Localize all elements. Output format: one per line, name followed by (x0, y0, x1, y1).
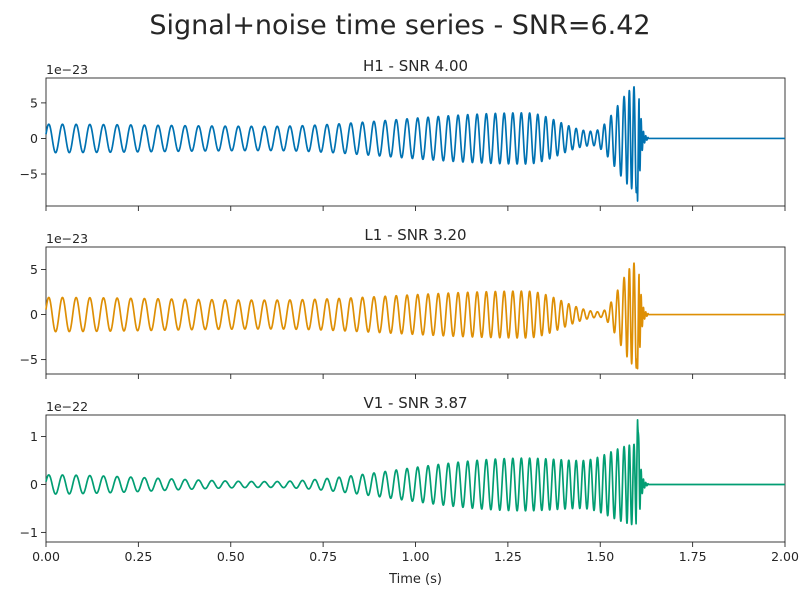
panel-1-title: H1 - SNR 4.00 (363, 57, 468, 75)
panel-3-xtick-label: 1.25 (494, 549, 522, 564)
panel-3-xtick-label: 0.25 (124, 549, 152, 564)
panel-3-xtick-label: 1.00 (402, 549, 430, 564)
panel-3-series-line (45, 418, 786, 526)
panel-1-ytick-label: 5 (30, 95, 38, 110)
panel-3-xtick-label: 0.75 (309, 549, 337, 564)
panel-2-ytick-label: 5 (30, 262, 38, 277)
panel-3-xtick-label: 1.75 (679, 549, 707, 564)
panel-1-ytick-label: 0 (30, 131, 38, 146)
panel-1-offset-label: 1e−23 (46, 62, 88, 77)
panel-2-title: L1 - SNR 3.20 (364, 226, 466, 244)
panel-3-ytick-label: −1 (20, 525, 38, 540)
panel-3-ytick-label: 0 (30, 477, 38, 492)
panel-3-xtick-label: 0.50 (217, 549, 245, 564)
panel-3-offset-label: 1e−22 (46, 399, 88, 414)
panel-2-ytick-label: 0 (30, 307, 38, 322)
figure-title: Signal+noise time series - SNR=6.42 (149, 10, 650, 41)
panel-3-xtick-label: 2.00 (771, 549, 799, 564)
panel-2-ytick-label: −5 (20, 352, 38, 367)
panel-1-ytick-label: −5 (20, 167, 38, 182)
panel-3-xtick-label: 0.00 (32, 549, 60, 564)
panel-2-series-line (45, 262, 786, 370)
panel-1-series-line (45, 86, 786, 202)
x-axis-label: Time (s) (388, 572, 442, 587)
panel-3-ytick-label: 1 (30, 429, 38, 444)
panel-3-xtick-label: 1.50 (586, 549, 614, 564)
panel-3-title: V1 - SNR 3.87 (363, 394, 467, 412)
panel-2-offset-label: 1e−23 (46, 231, 88, 246)
